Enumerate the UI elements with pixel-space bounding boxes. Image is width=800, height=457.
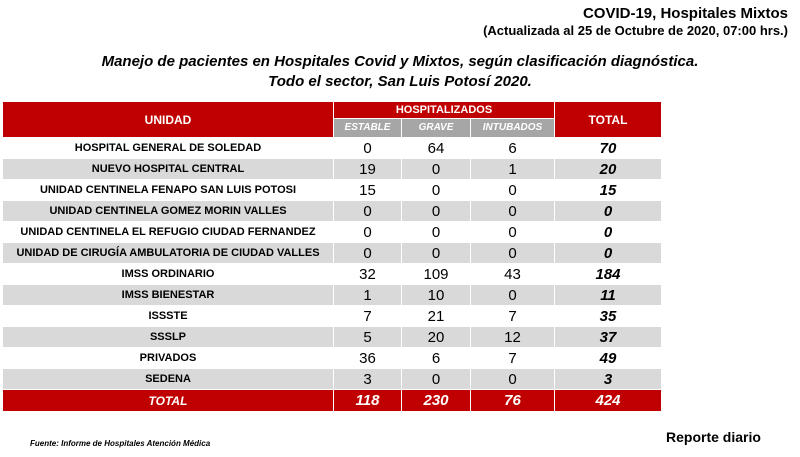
totals-intubados: 76: [470, 389, 555, 412]
col-header-grave: GRAVE: [401, 117, 471, 139]
total-cell: 70: [554, 137, 662, 159]
totals-row: TOTAL 118 230 76 424: [2, 389, 662, 412]
estable-cell: 0: [333, 200, 402, 222]
grave-cell: 10: [401, 284, 471, 306]
estable-cell: 19: [333, 158, 402, 180]
table-row: IMSS ORDINARIO 32 109 43 184: [2, 263, 662, 285]
intubados-cell: 7: [470, 305, 555, 327]
table-row: HOSPITAL GENERAL DE SOLEDAD 0 64 6 70: [2, 137, 662, 159]
estable-cell: 36: [333, 347, 402, 369]
col-header-unidad: UNIDAD: [2, 101, 334, 138]
source-note: Fuente: Informe de Hospitales Atención M…: [30, 439, 211, 448]
grave-cell: 0: [401, 242, 471, 264]
estable-cell: 5: [333, 326, 402, 348]
estable-cell: 32: [333, 263, 402, 285]
table-row: PRIVADOS 36 6 7 49: [2, 347, 662, 369]
unit-name-cell: IMSS ORDINARIO: [2, 263, 334, 285]
col-header-estable: ESTABLE: [333, 117, 402, 139]
unit-name-cell: UNIDAD CENTINELA FENAPO SAN LUIS POTOSI: [2, 179, 334, 201]
table-row: UNIDAD CENTINELA GOMEZ MORIN VALLES 0 0 0 0: [2, 200, 662, 222]
grave-cell: 0: [401, 158, 471, 180]
intubados-cell: 6: [470, 137, 555, 159]
table-row: UNIDAD DE CIRUGÍA AMBULATORIA DE CIUDAD …: [2, 242, 662, 264]
intubados-cell: 7: [470, 347, 555, 369]
hospital-patients-table: UNIDAD HOSPITALIZADOS TOTAL ESTABLE GRAV…: [2, 101, 662, 412]
intubados-cell: 0: [470, 242, 555, 264]
unit-name-cell: NUEVO HOSPITAL CENTRAL: [2, 158, 334, 180]
intubados-cell: 1: [470, 158, 555, 180]
grave-cell: 0: [401, 221, 471, 243]
totals-label: TOTAL: [2, 389, 334, 412]
total-cell: 37: [554, 326, 662, 348]
estable-cell: 3: [333, 368, 402, 390]
unit-name-cell: SSSLP: [2, 326, 334, 348]
intubados-cell: 0: [470, 368, 555, 390]
grave-cell: 21: [401, 305, 471, 327]
grave-cell: 20: [401, 326, 471, 348]
intubados-cell: 0: [470, 221, 555, 243]
unit-name-cell: UNIDAD CENTINELA GOMEZ MORIN VALLES: [2, 200, 334, 222]
col-header-hospitalizados: HOSPITALIZADOS: [333, 101, 555, 119]
total-cell: 49: [554, 347, 662, 369]
report-updated: (Actualizada al 25 de Octubre de 2020, 0…: [483, 23, 788, 38]
table-row: ISSSTE 7 21 7 35: [2, 305, 662, 327]
table-row: UNIDAD CENTINELA FENAPO SAN LUIS POTOSI 1…: [2, 179, 662, 201]
total-cell: 0: [554, 221, 662, 243]
table-caption-line1: Manejo de pacientes en Hospitales Covid …: [101, 53, 699, 70]
unit-name-cell: PRIVADOS: [2, 347, 334, 369]
estable-cell: 7: [333, 305, 402, 327]
total-cell: 0: [554, 242, 662, 264]
grave-cell: 109: [401, 263, 471, 285]
estable-cell: 0: [333, 221, 402, 243]
totals-total: 424: [554, 389, 662, 412]
total-cell: 15: [554, 179, 662, 201]
totals-estable: 118: [333, 389, 402, 412]
col-header-total: TOTAL: [554, 101, 662, 138]
table-row: IMSS BIENESTAR 1 10 0 11: [2, 284, 662, 306]
grave-cell: 64: [401, 137, 471, 159]
totals-grave: 230: [401, 389, 471, 412]
col-header-intubados: INTUBADOS: [470, 117, 555, 139]
total-cell: 3: [554, 368, 662, 390]
unit-name-cell: IMSS BIENESTAR: [2, 284, 334, 306]
table-row: NUEVO HOSPITAL CENTRAL 19 0 1 20: [2, 158, 662, 180]
grave-cell: 0: [401, 179, 471, 201]
grave-cell: 0: [401, 368, 471, 390]
estable-cell: 1: [333, 284, 402, 306]
table-row: SSSLP 5 20 12 37: [2, 326, 662, 348]
intubados-cell: 43: [470, 263, 555, 285]
intubados-cell: 0: [470, 284, 555, 306]
report-title: COVID-19, Hospitales Mixtos: [582, 5, 788, 22]
grave-cell: 6: [401, 347, 471, 369]
estable-cell: 15: [333, 179, 402, 201]
unit-name-cell: UNIDAD DE CIRUGÍA AMBULATORIA DE CIUDAD …: [2, 242, 334, 264]
total-cell: 20: [554, 158, 662, 180]
unit-name-cell: UNIDAD CENTINELA EL REFUGIO CIUDAD FERNA…: [2, 221, 334, 243]
intubados-cell: 12: [470, 326, 555, 348]
table-row: UNIDAD CENTINELA EL REFUGIO CIUDAD FERNA…: [2, 221, 662, 243]
estable-cell: 0: [333, 242, 402, 264]
unit-name-cell: HOSPITAL GENERAL DE SOLEDAD: [2, 137, 334, 159]
total-cell: 35: [554, 305, 662, 327]
unit-name-cell: ISSSTE: [2, 305, 334, 327]
intubados-cell: 0: [470, 200, 555, 222]
grave-cell: 0: [401, 200, 471, 222]
table-row: SEDENA 3 0 0 3: [2, 368, 662, 390]
total-cell: 11: [554, 284, 662, 306]
unit-name-cell: SEDENA: [2, 368, 334, 390]
total-cell: 184: [554, 263, 662, 285]
table-caption-line2: Todo el sector, San Luis Potosí 2020.: [268, 73, 532, 90]
total-cell: 0: [554, 200, 662, 222]
report-label: Reporte diario: [666, 429, 761, 445]
estable-cell: 0: [333, 137, 402, 159]
intubados-cell: 0: [470, 179, 555, 201]
